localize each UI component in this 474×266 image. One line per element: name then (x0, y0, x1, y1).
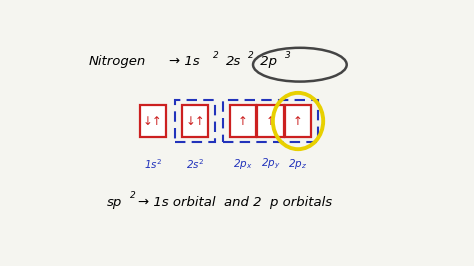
Bar (230, 105, 256, 137)
Bar (285, 105, 311, 137)
Text: → 1s: → 1s (169, 55, 200, 68)
Text: 3: 3 (285, 51, 291, 60)
Text: 2: 2 (213, 51, 219, 60)
Text: ↑: ↑ (293, 115, 303, 127)
Text: 2s$^2$: 2s$^2$ (186, 157, 204, 171)
Bar (140, 105, 166, 137)
Text: 2p$_x$: 2p$_x$ (233, 157, 253, 171)
Bar (182, 105, 209, 137)
Bar (257, 105, 284, 137)
Text: 2s: 2s (227, 55, 242, 68)
Text: 2p: 2p (256, 55, 277, 68)
Text: Nitrogen: Nitrogen (89, 55, 146, 68)
Text: ↑: ↑ (238, 115, 248, 127)
Text: 2: 2 (130, 191, 136, 200)
Text: sp: sp (107, 196, 122, 209)
Text: 1s$^2$: 1s$^2$ (144, 157, 162, 171)
Text: → 1s orbital  and 2  p orbitals: → 1s orbital and 2 p orbitals (138, 196, 332, 209)
Text: ↓↑: ↓↑ (185, 115, 205, 127)
Text: 2: 2 (248, 51, 254, 60)
Text: ↓↑: ↓↑ (143, 115, 163, 127)
Text: 2p$_z$: 2p$_z$ (288, 157, 308, 171)
Text: 2p$_y$: 2p$_y$ (261, 157, 280, 171)
Text: ↑: ↑ (265, 115, 275, 127)
Bar (175, 99, 215, 142)
Bar (223, 99, 318, 142)
